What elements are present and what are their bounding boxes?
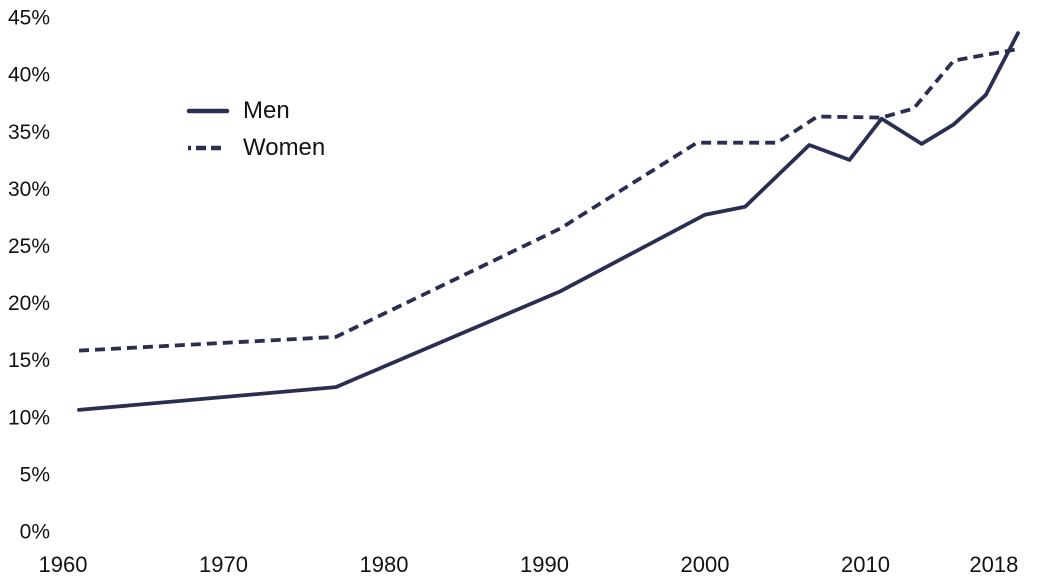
legend-label-men: Men	[243, 97, 290, 124]
series-line-men	[77, 31, 1020, 412]
legend-item-men: Men	[186, 96, 325, 126]
y-tick-label: 45%	[8, 7, 50, 30]
legend-label-women: Women	[243, 134, 326, 161]
y-tick-label: 20%	[8, 292, 50, 315]
x-tick-label: 2018	[969, 552, 1018, 577]
y-tick-label: 15%	[8, 349, 50, 372]
men-line-swatch	[186, 108, 230, 114]
x-tick-label: 1990	[520, 552, 569, 577]
series-line-women	[78, 47, 1019, 353]
legend-item-women: Women	[186, 133, 325, 163]
y-tick-label: 30%	[8, 178, 50, 201]
x-tick-label: 1980	[360, 552, 409, 577]
y-tick-label: 25%	[8, 235, 50, 258]
x-tick-label: 2010	[841, 552, 890, 577]
y-tick-label: 40%	[8, 64, 50, 87]
y-tick-label: 0%	[20, 521, 50, 544]
y-tick-label: 10%	[8, 406, 50, 429]
x-tick-label: 1970	[199, 552, 248, 577]
y-tick-label: 35%	[8, 121, 50, 144]
chart-legend: Men Women	[186, 96, 325, 163]
x-tick-label: 2000	[681, 552, 730, 577]
y-tick-label: 5%	[20, 463, 50, 486]
x-tick-label: 1960	[39, 552, 88, 577]
women-line-swatch	[188, 145, 228, 151]
